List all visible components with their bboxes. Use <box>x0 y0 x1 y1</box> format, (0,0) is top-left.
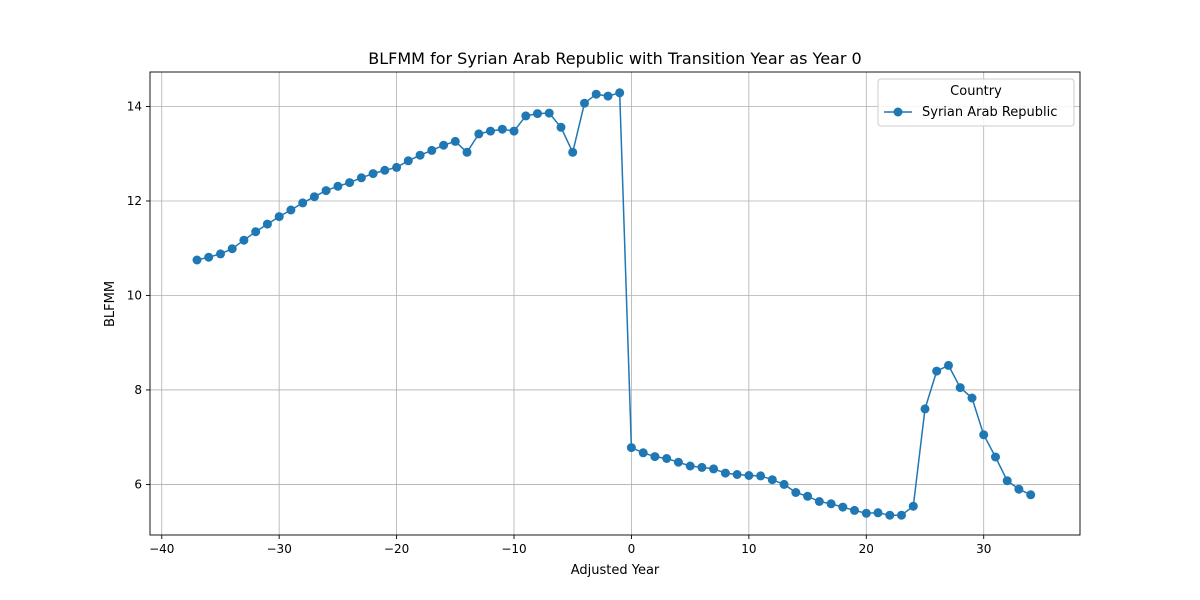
data-point <box>262 219 272 229</box>
data-point <box>955 383 965 393</box>
data-point <box>251 227 261 237</box>
y-tick-label: 8 <box>134 383 142 397</box>
data-point <box>920 404 930 414</box>
data-point <box>673 457 683 467</box>
data-point <box>486 126 495 136</box>
data-point <box>333 181 343 191</box>
x-tick-label: −30 <box>267 542 292 556</box>
x-tick-label: 10 <box>741 542 756 556</box>
data-point <box>979 430 989 440</box>
y-axis-label: BLFMM <box>103 281 118 327</box>
data-point <box>814 497 824 506</box>
x-tick-label: −10 <box>501 542 526 556</box>
data-point <box>732 470 742 479</box>
data-point <box>626 443 636 453</box>
data-point <box>697 462 707 472</box>
data-point <box>897 510 906 520</box>
data-point <box>685 461 695 471</box>
x-axis-label: Adjusted Year <box>571 563 660 578</box>
series-layer <box>192 88 1036 520</box>
data-point <box>650 452 660 462</box>
data-point <box>838 502 848 512</box>
data-point <box>767 475 777 485</box>
data-point <box>392 162 402 172</box>
data-point <box>544 108 554 118</box>
data-point <box>944 360 953 370</box>
legend-title: Country <box>950 84 1002 99</box>
data-point <box>638 448 648 458</box>
y-tick-label: 10 <box>127 288 142 302</box>
data-point <box>321 186 331 196</box>
data-point <box>568 147 578 157</box>
legend-marker-icon <box>893 107 903 117</box>
data-point <box>239 235 249 245</box>
data-point <box>873 508 883 518</box>
data-point <box>345 178 355 188</box>
y-tick-label: 14 <box>127 99 142 113</box>
data-point <box>380 165 390 175</box>
data-point <box>286 205 296 215</box>
y-tick-label: 6 <box>134 477 142 491</box>
data-point <box>720 468 730 478</box>
data-point <box>791 488 801 497</box>
data-point <box>991 452 1000 462</box>
data-point <box>403 156 413 166</box>
data-point <box>298 198 308 208</box>
data-point <box>1026 490 1036 500</box>
data-point <box>439 140 449 150</box>
x-tick-label: −40 <box>149 542 174 556</box>
data-point <box>744 471 754 480</box>
data-point <box>603 91 613 101</box>
plot-frame <box>149 71 1081 536</box>
data-point <box>509 126 519 136</box>
data-point <box>803 491 813 501</box>
data-point <box>615 88 625 98</box>
x-tick-label: −20 <box>384 542 409 556</box>
data-point <box>204 252 214 262</box>
grid <box>150 72 1080 535</box>
data-point <box>967 393 977 403</box>
data-point <box>591 89 601 99</box>
data-point <box>779 479 789 489</box>
data-point <box>462 147 472 157</box>
data-point <box>580 98 589 108</box>
data-point <box>450 136 460 146</box>
data-point <box>521 111 531 121</box>
data-point <box>415 150 425 160</box>
data-point <box>309 192 319 202</box>
y-tick-label: 12 <box>127 194 142 208</box>
x-axis-ticks: −40 −30 −20 −10 0 10 20 30 <box>149 535 991 556</box>
x-tick-label: 20 <box>859 542 874 556</box>
data-point <box>1014 484 1024 494</box>
data-point <box>908 501 918 511</box>
data-point <box>885 510 895 520</box>
data-point <box>861 508 871 518</box>
legend-box <box>877 78 1075 127</box>
data-point <box>474 129 484 139</box>
legend-entry-label: Syrian Arab Republic <box>922 105 1057 120</box>
legend: Country Syrian Arab Republic <box>877 78 1075 127</box>
data-point <box>192 255 202 265</box>
data-point <box>850 505 859 515</box>
data-point <box>826 499 836 509</box>
data-point <box>932 366 942 376</box>
data-point <box>709 464 719 474</box>
data-point <box>227 244 237 254</box>
data-point <box>662 454 672 463</box>
data-point <box>556 122 566 132</box>
data-point <box>216 249 225 259</box>
data-point <box>533 109 542 119</box>
chart-title: BLFMM for Syrian Arab Republic with Tran… <box>368 49 861 68</box>
x-tick-label: 0 <box>628 542 636 556</box>
y-axis-ticks: 6 8 10 12 14 <box>127 99 150 491</box>
data-point <box>356 173 366 183</box>
data-point <box>427 145 437 155</box>
data-point <box>368 169 378 179</box>
x-tick-label: 30 <box>976 542 991 556</box>
data-point <box>756 471 766 481</box>
data-point <box>497 124 507 134</box>
data-point <box>274 212 284 222</box>
data-point <box>1002 476 1012 486</box>
